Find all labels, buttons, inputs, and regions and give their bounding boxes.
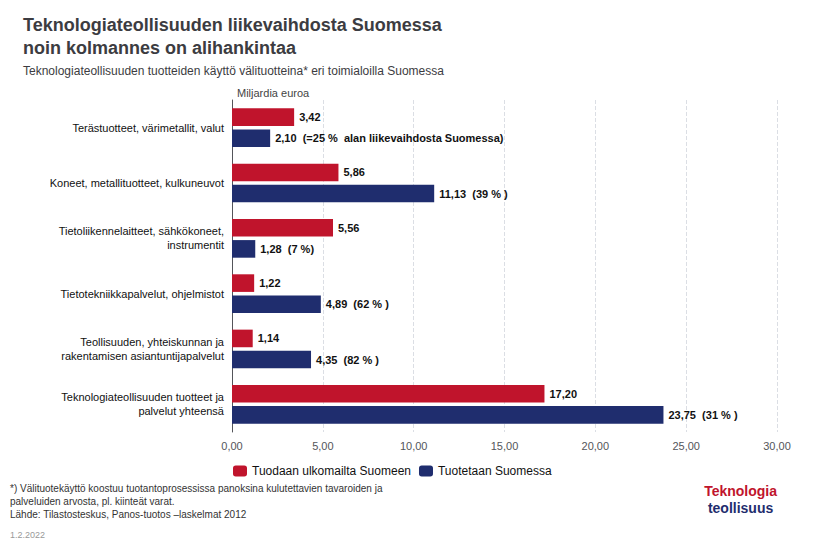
svg-text:Teknologiateollisuuden liikeva: Teknologiateollisuuden liikevaihdosta Su…: [23, 15, 443, 35]
svg-text:Tuodaan ulkomailta Suomeen: Tuodaan ulkomailta Suomeen: [252, 464, 411, 478]
svg-text:3,42: 3,42: [299, 111, 320, 123]
svg-text:Miljardia euroa: Miljardia euroa: [237, 87, 310, 99]
svg-text:30,00: 30,00: [763, 440, 791, 452]
svg-text:2,10 (=25 % alan liikevaihdo: 2,10 (=25 % alan liikevaihdosta Suomessa…: [275, 132, 504, 144]
svg-text:23,75 (31 % ): 23,75 (31 % ): [668, 409, 737, 421]
svg-text:Tietoliikennelaitteet, sähköko: Tietoliikennelaitteet, sähkökoneet,: [59, 225, 224, 237]
svg-text:4,35 (82 % ): 4,35 (82 % ): [316, 354, 379, 366]
svg-text:0,00: 0,00: [221, 440, 242, 452]
svg-text:Terästuotteet, värimetallit, v: Terästuotteet, värimetallit, valut: [72, 122, 224, 134]
svg-text:Teknologia: Teknologia: [704, 483, 777, 499]
svg-text:25,00: 25,00: [672, 440, 700, 452]
svg-text:rakentamisen asiantuntijapalve: rakentamisen asiantuntijapalvelut: [61, 350, 224, 362]
svg-text:5,00: 5,00: [312, 440, 333, 452]
svg-text:Teknologiateollisuuden tuottei: Teknologiateollisuuden tuotteiden käyttö…: [23, 64, 444, 78]
svg-text:palvelut yhteensä: palvelut yhteensä: [138, 405, 224, 417]
svg-text:1,28 (7 %): 1,28 (7 %): [260, 243, 314, 255]
svg-text:noin kolmannes on alihankintaa: noin kolmannes on alihankintaa: [23, 38, 297, 58]
svg-text:palveluiden arvosta, pl. kiint: palveluiden arvosta, pl. kiinteät varat.: [10, 496, 175, 507]
svg-text:17,20: 17,20: [549, 388, 577, 400]
svg-text:4,89 (62 % ): 4,89 (62 % ): [326, 298, 389, 310]
svg-text:Lähde: Tilastosteskus, Panos-t: Lähde: Tilastosteskus, Panos-tuotos –las…: [10, 509, 247, 520]
svg-text:teollisuus: teollisuus: [708, 500, 774, 516]
svg-text:*) Välituotekäyttö koostuu tuo: *) Välituotekäyttö koostuu tuotantoprose…: [10, 483, 383, 494]
svg-text:1,22: 1,22: [259, 277, 280, 289]
svg-text:Tuotetaan Suomessa: Tuotetaan Suomessa: [438, 464, 552, 478]
svg-text:15,00: 15,00: [491, 440, 519, 452]
svg-text:instrumentit: instrumentit: [167, 239, 224, 251]
svg-text:5,56: 5,56: [338, 222, 359, 234]
svg-text:20,00: 20,00: [582, 440, 610, 452]
svg-text:Koneet, metallituotteet, kulku: Koneet, metallituotteet, kulkuneuvot: [50, 177, 224, 189]
svg-text:1.2.2022: 1.2.2022: [10, 530, 45, 540]
svg-text:1,14: 1,14: [258, 332, 280, 344]
svg-text:Tietotekniikkapalvelut, ohjelm: Tietotekniikkapalvelut, ohjelmistot: [61, 288, 224, 300]
svg-text:11,13 (39 % ): 11,13 (39 % ): [439, 188, 508, 200]
svg-text:10,00: 10,00: [400, 440, 428, 452]
svg-text:Teollisuuden, yhteiskunnan ja: Teollisuuden, yhteiskunnan ja: [80, 336, 225, 348]
svg-text:Teknologiateollisuuden tuottee: Teknologiateollisuuden tuotteet ja: [61, 391, 225, 403]
svg-text:5,86: 5,86: [343, 166, 364, 178]
